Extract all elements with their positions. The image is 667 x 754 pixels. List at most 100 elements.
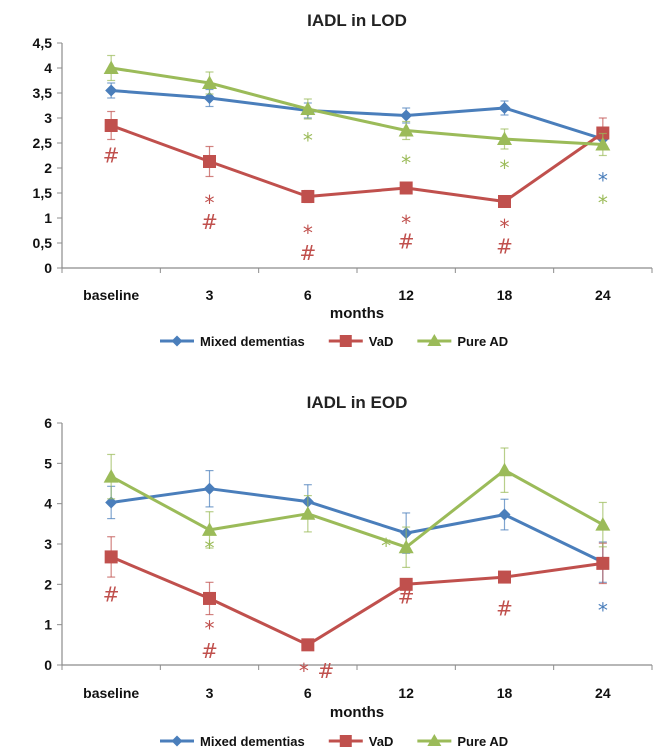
chart-title: IADL in EOD — [307, 393, 408, 412]
chart-iadl-lod: IADL in LOD 0 0,5 1 1,5 2 2,5 3 3,5 4 4,5 baseline 3… — [33, 11, 653, 349]
x-tick-label: 12 — [398, 685, 414, 701]
x-tick-label: 3 — [206, 287, 214, 303]
x-tick-label: baseline — [83, 287, 139, 303]
data-point — [105, 84, 118, 97]
legend-item-vad: VaD — [328, 334, 393, 349]
series-line — [111, 89, 604, 141]
data-point — [203, 482, 216, 495]
x-tick-label: 18 — [497, 685, 513, 701]
significance-mark: * — [598, 191, 608, 215]
legend-item-mixed-dementias: Mixed dementias — [160, 334, 305, 349]
y-tick-label: 1 — [44, 210, 52, 226]
significance-mark: # — [103, 582, 120, 606]
x-tick-label: 24 — [595, 685, 611, 701]
legend-marker — [171, 335, 183, 347]
y-tick-label: 2 — [44, 576, 52, 592]
series-pure-ad — [103, 54, 611, 157]
legend-label: Mixed dementias — [200, 734, 305, 749]
data-point — [399, 577, 413, 591]
data-point — [595, 137, 611, 151]
legend: Mixed dementias VaD Pure AD — [160, 734, 508, 749]
y-tick-label: 0 — [44, 260, 52, 276]
y-tick-label: 4,5 — [33, 35, 53, 51]
legend-marker — [427, 734, 442, 746]
significance-mark: # — [496, 597, 513, 621]
legend: Mixed dementias VaD Pure AD — [160, 334, 508, 349]
data-point — [498, 195, 511, 208]
significance-mark: # — [201, 210, 218, 234]
significance-mark: # — [299, 241, 316, 265]
significance-mark: * — [205, 536, 215, 560]
legend-marker — [339, 335, 352, 347]
series-line — [110, 66, 603, 146]
series-line — [110, 555, 604, 647]
significance-mark: # — [496, 235, 513, 259]
significance-mark: * — [598, 169, 608, 193]
data-point — [301, 190, 315, 203]
y-tick-label: 0 — [44, 657, 52, 673]
data-point — [398, 123, 414, 137]
data-point — [104, 119, 118, 132]
y-tick-label: 5 — [44, 455, 52, 471]
series-line — [110, 468, 604, 549]
series-pure-ad — [103, 447, 611, 568]
series-vad — [104, 536, 610, 652]
x-tick-label: 18 — [497, 287, 513, 303]
data-point — [400, 109, 413, 122]
x-tick-label: 6 — [304, 287, 312, 303]
y-tick-label: 1 — [44, 617, 52, 633]
x-tick-label: 24 — [595, 287, 611, 303]
chart-title: IADL in LOD — [307, 11, 407, 30]
data-point — [104, 550, 118, 564]
y-tick-label: 2,5 — [33, 135, 53, 151]
data-point — [105, 496, 118, 509]
series-line — [110, 124, 604, 203]
x-tick-label: 3 — [206, 685, 214, 701]
significance-mark: * — [205, 617, 215, 641]
significance-mark: * — [500, 156, 510, 180]
y-tick-label: 1,5 — [33, 185, 53, 201]
data-point — [203, 591, 216, 605]
y-tick-label: 2 — [44, 160, 52, 176]
y-tick-label: 6 — [44, 415, 52, 431]
data-point — [498, 570, 511, 584]
y-tick-label: 3 — [44, 536, 52, 552]
data-point — [103, 60, 119, 74]
significance-mark: * — [598, 599, 608, 623]
significance-mark: * — [381, 534, 391, 558]
series-vad — [104, 110, 610, 208]
significance-mark: * — [401, 151, 411, 175]
series-line — [110, 487, 604, 564]
data-point — [398, 539, 414, 554]
legend-item-pure-ad: Pure AD — [417, 734, 508, 749]
data-point — [498, 508, 511, 521]
legend-label: Pure AD — [457, 734, 508, 749]
data-point — [300, 506, 316, 520]
legend-item-vad: VaD — [328, 734, 393, 749]
data-point — [202, 522, 217, 536]
significance-mark: * — [299, 659, 309, 683]
y-tick-label: 4 — [44, 60, 52, 76]
series-mixed-dementias — [105, 82, 609, 148]
legend-marker — [339, 735, 352, 747]
significance-mark: * — [205, 191, 215, 215]
significance-mark: * — [401, 211, 411, 235]
x-tick-label: baseline — [83, 685, 139, 701]
data-point — [203, 155, 216, 168]
significance-mark: * — [303, 221, 313, 245]
y-tick-label: 3 — [44, 110, 52, 126]
significance-mark: # — [398, 230, 415, 254]
data-point — [103, 469, 119, 483]
data-point — [202, 75, 217, 89]
x-axis-label: months — [330, 305, 384, 322]
legend-marker — [427, 334, 442, 346]
data-point — [498, 102, 511, 114]
significance-mark: # — [398, 584, 415, 608]
significance-mark: * — [500, 215, 510, 239]
legend-item-pure-ad: Pure AD — [417, 334, 508, 349]
data-point — [595, 517, 611, 531]
data-point — [300, 101, 316, 115]
data-point — [399, 181, 413, 195]
